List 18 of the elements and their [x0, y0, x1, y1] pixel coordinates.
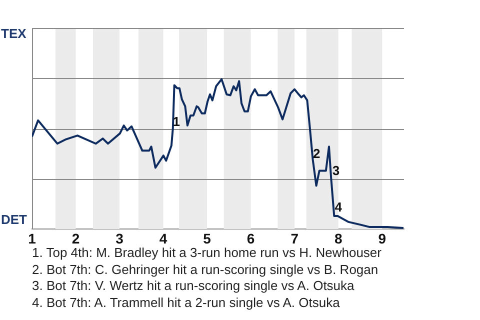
text: 2. Bot 7th: C. Gehringer hit a run-scoring single vs B. Rogan — [32, 262, 380, 278]
text: 4. Bot 7th: A. Trammell hit a 2-run single vs A. Otsuka — [32, 294, 341, 311]
x-tick-label: 1 — [28, 230, 36, 246]
annotation: 3 — [332, 163, 340, 178]
x-tick-label: 8 — [334, 230, 342, 246]
annotation: 2 — [312, 146, 320, 162]
x-tick-label: 6 — [246, 230, 255, 246]
text: 1. Top 4th: M. Bradley hit a 3-run home run vs H. Newhouser — [32, 245, 382, 262]
x-tick-label: 2 — [72, 230, 80, 246]
text: DET — [1, 212, 27, 227]
text: 3. Bot 7th: V. Wertz hit a run-scoring single vs A. Otsuka — [32, 278, 356, 294]
x-tick-label: 9 — [378, 230, 386, 246]
annotation: 4 — [334, 199, 343, 214]
x-tick-label: 3 — [116, 230, 124, 246]
text: TEX — [1, 26, 26, 41]
x-tick-label: 7 — [290, 230, 299, 246]
x-tick-label: 5 — [203, 230, 212, 246]
x-tick-label: 4 — [159, 230, 168, 246]
